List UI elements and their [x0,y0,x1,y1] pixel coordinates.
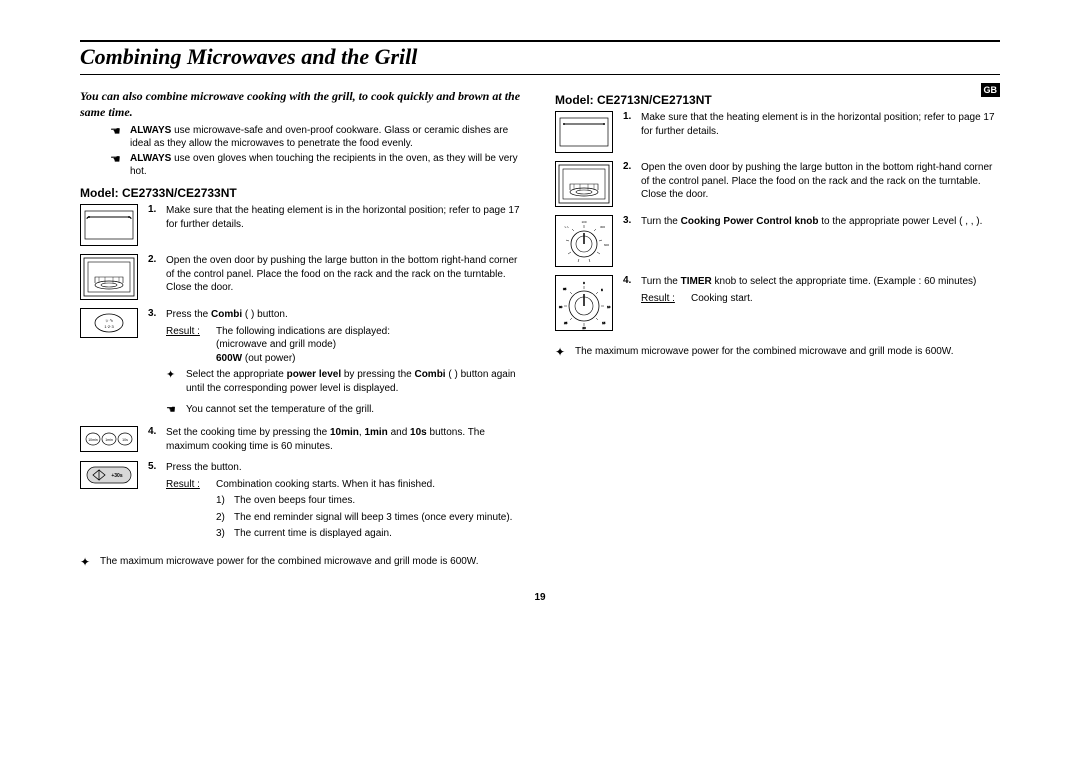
step-text: Set the cooking time by pressing the 10m… [166,426,525,453]
step-4: 10min 1min 10s 4. Set the cooking time b… [80,426,525,453]
max-power-note: ✦ The maximum microwave power for the co… [80,555,525,571]
oven-interior-icon [80,254,138,300]
svg-text:∿∿: ∿∿ [564,225,570,229]
result-text: The following indications are displayed:… [216,325,525,366]
max-power-note-r: ✦ The maximum microwave power for the co… [555,345,1000,361]
step-text: Open the oven door by pushing the large … [166,254,525,295]
step-text: Press the button. Result : Combination c… [166,461,525,541]
result-item: The end reminder signal will beep 3 time… [234,511,525,525]
power-knob-icon: 100 300 600 ∿∿ [555,215,613,267]
intro-text: You can also combine microwave cooking w… [80,89,525,120]
gb-badge: GB [981,83,1001,97]
step-text: Make sure that the heating element is in… [641,111,1000,138]
svg-text:15: 15 [602,321,606,325]
select-level-text: Select the appropriate power level by pr… [186,368,525,395]
hand-icon: ☚ [166,403,186,418]
note-text: ALWAYS use oven gloves when touching the… [130,152,525,178]
svg-text:10min: 10min [88,438,98,442]
result-label: Result : [166,478,216,492]
svg-text:1min: 1min [105,438,113,442]
note-text: The maximum microwave power for the comb… [575,345,1000,358]
svg-text:10: 10 [607,305,611,309]
step-number: 4. [148,426,166,437]
page-title: Combining Microwaves and the Grill [80,40,1000,75]
result-label: Result : [641,292,691,306]
combi-button-icon: ☼∿ 1·2·3 [80,308,138,338]
time-buttons-icon: 10min 1min 10s [80,426,138,452]
svg-text:5: 5 [601,288,603,292]
note-always-cookware: ☚ ALWAYSALWAYS use microwave-safe and ov… [110,124,525,150]
page-number: 19 [80,592,1000,603]
step-2: 2. Open the oven door by pushing the lar… [80,254,525,300]
step-number: 2. [623,161,641,172]
heating-element-icon [80,204,138,246]
svg-text:25: 25 [564,321,568,325]
heating-element-icon [555,111,613,153]
diamond-icon: ✦ [80,555,100,571]
step-4-r: 0 5 10 15 20 25 30 35 4. Turn the TIMER … [555,275,1000,331]
svg-text:30: 30 [559,305,563,309]
result-item: The oven beeps four times. [234,494,525,508]
step-number: 3. [623,215,641,226]
svg-text:20: 20 [582,326,586,330]
svg-text:100: 100 [581,220,586,224]
result-label: Result : [166,325,216,339]
step-1-r: 1. Make sure that the heating element is… [555,111,1000,153]
step-1: 1. Make sure that the heating element is… [80,204,525,246]
cannot-set-temp-text: You cannot set the temperature of the gr… [186,403,525,417]
oven-interior-icon [555,161,613,207]
start-button-icon: +30s [80,461,138,489]
step-text: Make sure that the heating element is in… [166,204,525,231]
step-2-r: 2. Open the oven door by pushing the lar… [555,161,1000,207]
timer-knob-icon: 0 5 10 15 20 25 30 35 [555,275,613,331]
step-number: 1. [623,111,641,122]
svg-text:300: 300 [600,225,605,229]
svg-text:1·2·3: 1·2·3 [104,324,114,329]
hand-icon: ☚ [110,152,130,168]
svg-text:35: 35 [563,287,567,291]
step-text: Turn the TIMER knob to select the approp… [641,275,1000,305]
svg-text:600: 600 [604,243,609,247]
step-text: Press the Combi ( ) button. Result : The… [166,308,525,418]
svg-text:+30s: +30s [111,473,122,479]
left-column: You can also combine microwave cooking w… [80,85,525,572]
result-item: The current time is displayed again. [234,527,525,541]
step-text: Open the oven door by pushing the large … [641,161,1000,202]
step-number: 4. [623,275,641,286]
step-number: 1. [148,204,166,215]
svg-text:0: 0 [583,281,585,285]
model-heading-1: Model: CE2733N/CE2733NT [80,186,525,200]
result-text: Combination cooking starts. When it has … [216,478,525,492]
step-text: Turn the Cooking Power Control knob to t… [641,215,1000,229]
diamond-icon: ✦ [555,345,575,361]
note-text: ALWAYSALWAYS use microwave-safe and oven… [130,124,525,150]
step-number: 2. [148,254,166,265]
model-heading-2: Model: CE2713N/CE2713NT [555,93,1000,107]
step-5: +30s 5. Press the button. Result : Combi… [80,461,525,541]
step-number: 3. [148,308,166,319]
right-column: GB Model: CE2713N/CE2713NT 1. Make sure … [555,85,1000,572]
svg-text:10s: 10s [122,438,128,442]
hand-icon: ☚ [110,124,130,140]
note-text: The maximum microwave power for the comb… [100,555,525,568]
step-3-r: 100 300 600 ∿∿ 3. Turn the Cooking Power… [555,215,1000,267]
two-column-layout: You can also combine microwave cooking w… [80,85,1000,572]
diamond-icon: ✦ [166,368,186,383]
step-number: 5. [148,461,166,472]
result-text: Cooking start. [691,292,1000,306]
step-3: ☼∿ 1·2·3 3. Press the Combi ( ) button. … [80,308,525,418]
note-always-gloves: ☚ ALWAYS use oven gloves when touching t… [110,152,525,178]
